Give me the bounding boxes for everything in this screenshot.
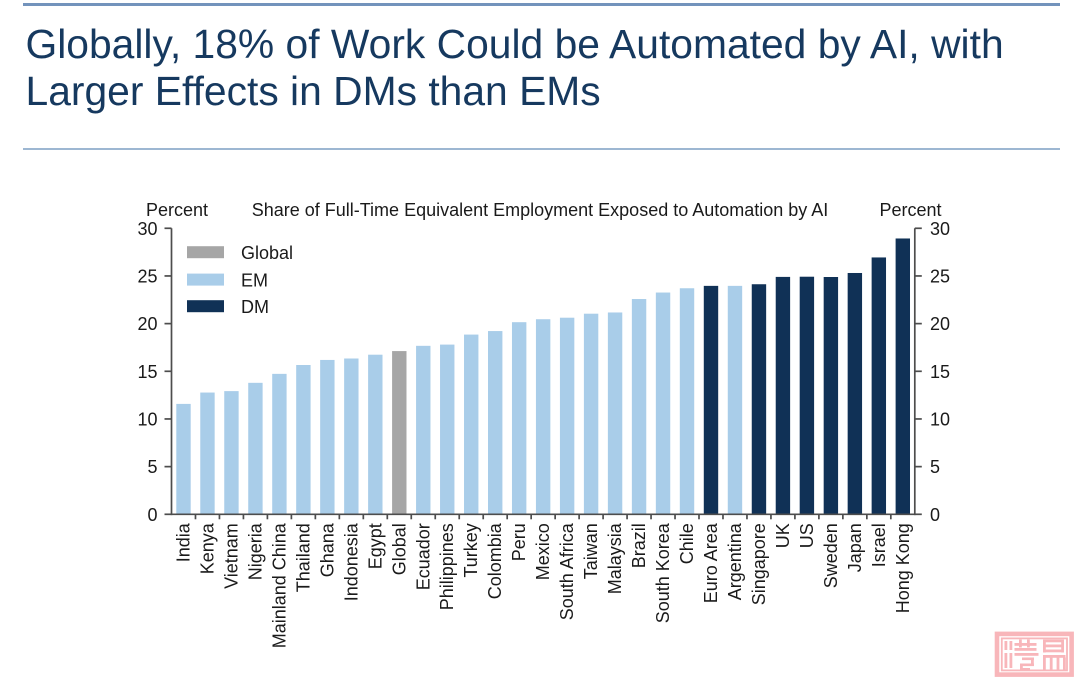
svg-text:Mainland China: Mainland China	[269, 522, 289, 648]
svg-text:Ecuador: Ecuador	[413, 523, 433, 590]
svg-text:Nigeria: Nigeria	[245, 522, 265, 580]
svg-text:30: 30	[137, 219, 157, 239]
svg-text:South Korea: South Korea	[653, 522, 673, 623]
svg-text:10: 10	[930, 409, 950, 429]
svg-text:Sweden: Sweden	[821, 523, 841, 588]
svg-text:Global: Global	[389, 523, 409, 575]
svg-text:15: 15	[930, 362, 950, 382]
svg-text:Singapore: Singapore	[749, 523, 769, 605]
svg-text:UK: UK	[773, 523, 793, 548]
svg-text:Share of Full-Time Equivalent: Share of Full-Time Equivalent Employment…	[252, 200, 829, 220]
svg-text:Turkey: Turkey	[461, 523, 481, 577]
svg-text:Ghana: Ghana	[317, 522, 337, 577]
svg-text:Vietnam: Vietnam	[221, 523, 241, 589]
svg-text:0: 0	[147, 505, 157, 525]
svg-text:5: 5	[930, 457, 940, 477]
svg-text:Philippines: Philippines	[437, 523, 457, 610]
svg-text:Indonesia: Indonesia	[341, 522, 361, 601]
svg-text:Thailand: Thailand	[293, 523, 313, 592]
svg-text:South Africa: South Africa	[557, 522, 577, 620]
svg-text:25: 25	[930, 266, 950, 286]
svg-text:Taiwan: Taiwan	[581, 523, 601, 579]
svg-text:Egypt: Egypt	[365, 523, 385, 569]
svg-text:Colombia: Colombia	[485, 522, 505, 599]
svg-text:DM: DM	[241, 297, 269, 317]
svg-text:25: 25	[137, 266, 157, 286]
svg-text:15: 15	[137, 362, 157, 382]
svg-text:10: 10	[137, 409, 157, 429]
svg-text:0: 0	[930, 505, 940, 525]
svg-text:20: 20	[930, 314, 950, 334]
svg-text:Percent: Percent	[880, 200, 942, 220]
svg-text:Euro Area: Euro Area	[701, 522, 721, 603]
svg-text:Chile: Chile	[677, 523, 697, 564]
svg-text:30: 30	[930, 219, 950, 239]
svg-text:Israel: Israel	[869, 523, 889, 567]
svg-text:20: 20	[137, 314, 157, 334]
svg-text:US: US	[797, 523, 817, 548]
svg-text:Brazil: Brazil	[629, 523, 649, 568]
svg-text:Hong Kong: Hong Kong	[893, 523, 913, 613]
svg-text:Global: Global	[241, 243, 293, 263]
svg-text:Peru: Peru	[509, 523, 529, 561]
svg-text:Japan: Japan	[845, 523, 865, 572]
svg-text:Kenya: Kenya	[197, 522, 217, 574]
svg-text:India: India	[173, 522, 193, 562]
svg-text:5: 5	[147, 457, 157, 477]
svg-text:Percent: Percent	[146, 200, 208, 220]
svg-text:Argentina: Argentina	[725, 522, 745, 600]
svg-text:EM: EM	[241, 270, 268, 290]
svg-text:Mexico: Mexico	[533, 523, 553, 580]
svg-text:Malaysia: Malaysia	[605, 522, 625, 594]
